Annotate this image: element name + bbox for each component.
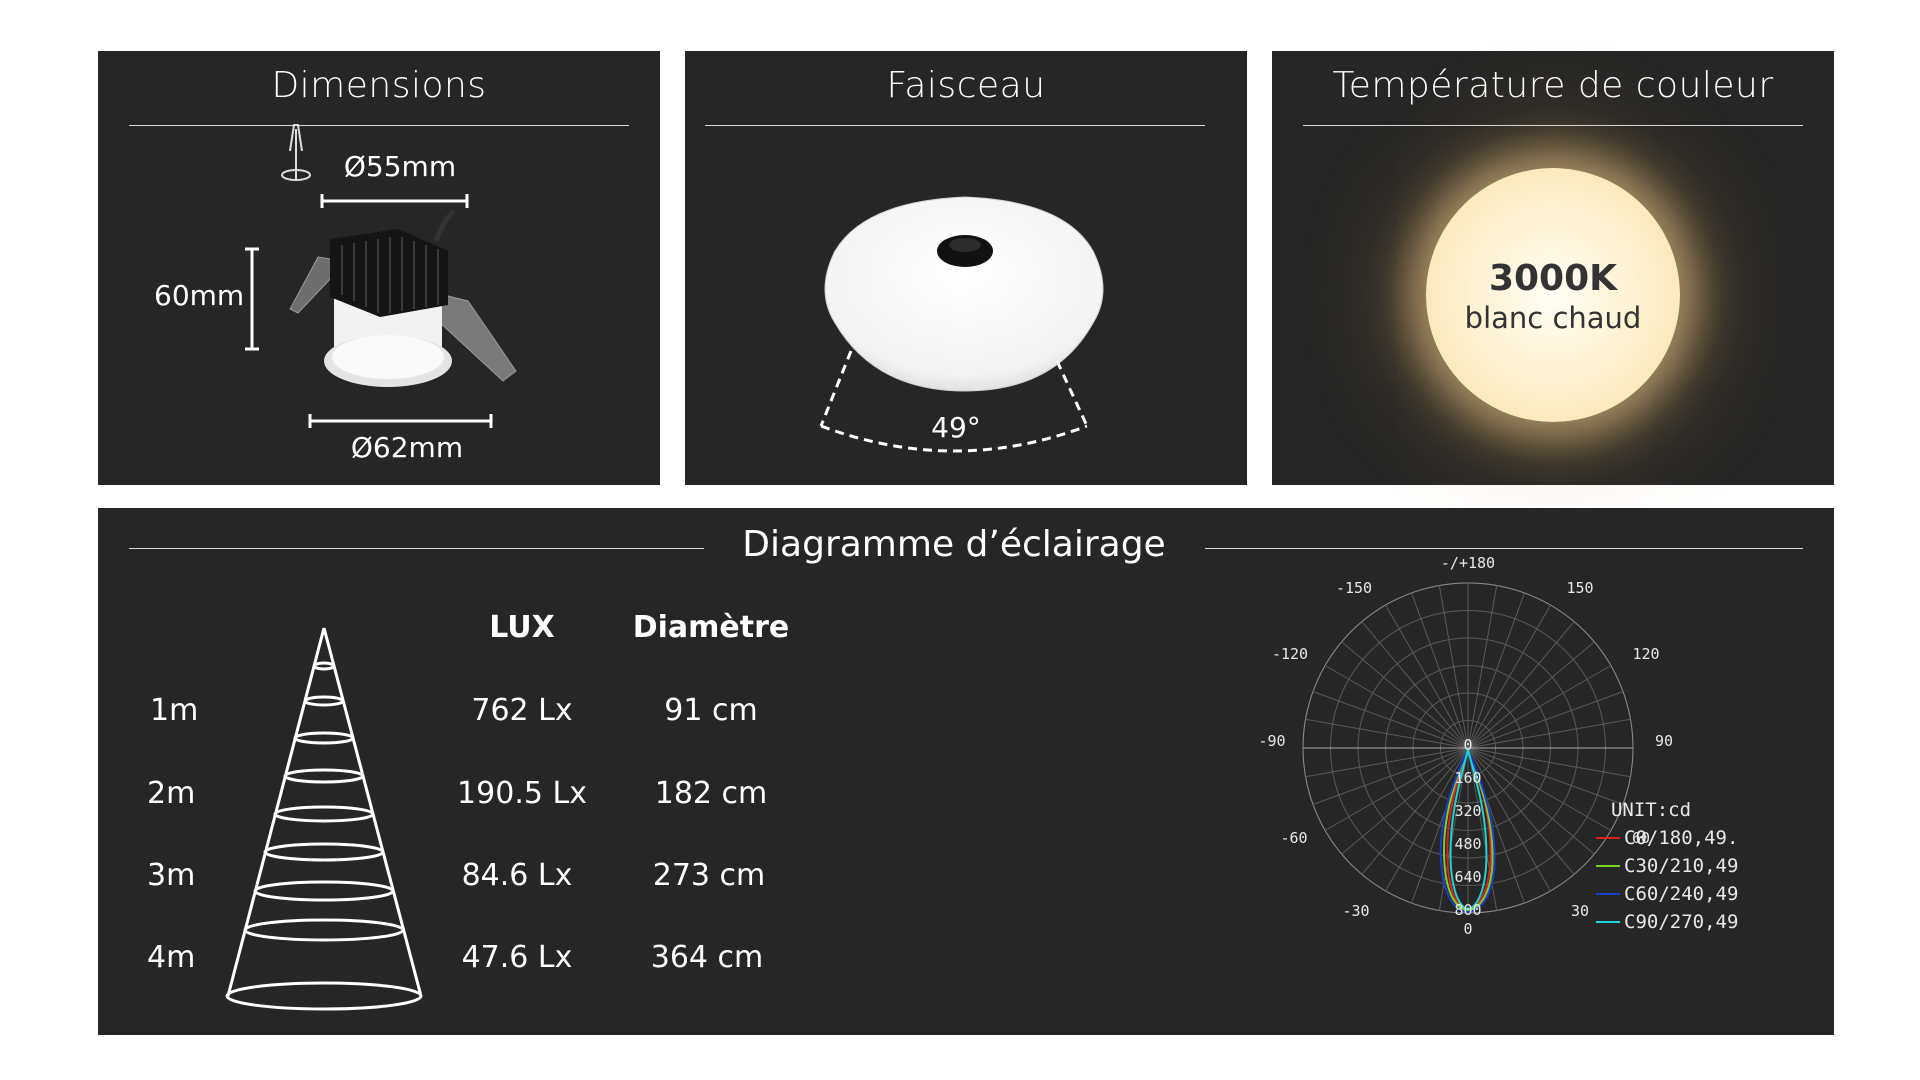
polar-spoke — [1361, 747, 1469, 875]
polar-spoke — [1312, 691, 1469, 749]
lighting-title-rule-left — [129, 548, 704, 549]
polar-curve — [1439, 747, 1496, 914]
distance-4: 4m — [147, 940, 196, 975]
polar-spoke — [1305, 747, 1469, 778]
distance-3: 3m — [147, 858, 196, 893]
beam-panel: Faisceau 49° — [685, 51, 1247, 485]
downlight-drawing — [245, 124, 517, 428]
cutout-label: Ø55mm — [343, 150, 457, 183]
diameter-header: Diamètre — [632, 610, 790, 645]
diameter-1: 91 cm — [664, 693, 758, 728]
polar-unit-label: UNIT:cd — [1611, 799, 1691, 821]
polar-radial-label: 160 — [1454, 769, 1481, 787]
polar-angle-label: -90 — [1258, 732, 1285, 750]
color-temperature-title-rule — [1303, 125, 1803, 126]
color-temperature-value: 3000K — [1488, 258, 1618, 299]
lighting-title-rule-right — [1205, 548, 1803, 549]
polar-spoke — [1467, 747, 1631, 778]
polar-spoke — [1467, 747, 1575, 875]
dimensions-title-rule — [129, 125, 629, 126]
polar-spoke — [1467, 585, 1498, 749]
diameter-4: 364 cm — [650, 940, 764, 975]
beam-angle-label: 49° — [931, 411, 981, 444]
polar-spoke — [1467, 747, 1551, 892]
lux-3: 84.6 Lx — [461, 858, 573, 893]
color-temperature-description: blanc chaud — [1464, 301, 1642, 335]
polar-spoke — [1467, 747, 1612, 831]
polar-spoke — [1467, 604, 1551, 749]
polar-spoke — [1312, 747, 1469, 805]
distance-2: 2m — [147, 776, 196, 811]
diameter-2: 182 cm — [654, 776, 768, 811]
polar-angle-label: 90 — [1655, 732, 1673, 750]
polar-angle-label: -30 — [1342, 902, 1369, 920]
polar-radial-label: 640 — [1454, 868, 1481, 886]
height-label: 60mm — [154, 279, 245, 312]
legend-entry: C60/240,49.9 — [1624, 883, 1738, 905]
lux-2: 190.5 Lx — [457, 776, 587, 811]
polar-radial-label: 320 — [1454, 802, 1481, 820]
polar-spoke — [1324, 747, 1469, 831]
polar-spoke — [1467, 691, 1624, 749]
legend-entry: C90/270,49.0 — [1624, 911, 1738, 933]
polar-radial-label: 480 — [1454, 835, 1481, 853]
polar-spoke — [1324, 665, 1469, 749]
color-temperature-panel: Température de couleur 3000K blanc chaud — [1272, 51, 1834, 485]
polar-angle-label: 120 — [1632, 645, 1659, 663]
polar-curve — [1449, 746, 1488, 911]
polar-angle-label: 0 — [1463, 920, 1472, 938]
lux-header: LUX — [489, 610, 555, 645]
polar-spoke — [1467, 718, 1631, 749]
lighting-diagram-panel: Diagramme d’éclairage LUX Diamètre 1m 76… — [98, 508, 1834, 1035]
polar-spoke — [1411, 592, 1469, 749]
diameter-label: Ø62mm — [350, 431, 464, 464]
polar-spoke — [1385, 747, 1469, 892]
polar-spoke — [1305, 718, 1469, 749]
polar-angle-label: -/+180 — [1441, 554, 1495, 572]
polar-light-distribution: -/+180 -150 150 -120 120 -90 90 -60 60 -30 30 0 0 160… — [1258, 554, 1738, 938]
dimensions-panel: Dimensions — [98, 51, 660, 485]
cutout-dimension-line — [320, 194, 469, 208]
polar-spoke — [1467, 747, 1624, 805]
polar-angle-label: -120 — [1272, 645, 1308, 663]
beam-angle-lines — [819, 350, 1089, 453]
beam-title: Faisceau — [886, 65, 1046, 106]
dimensions-title: Dimensions — [271, 65, 487, 106]
polar-spoke — [1467, 747, 1595, 855]
polar-angle-label: 30 — [1571, 902, 1589, 920]
polar-spoke — [1361, 621, 1469, 749]
legend-entry: C0/180,49.0 — [1624, 827, 1738, 849]
polar-angle-label: 150 — [1566, 579, 1593, 597]
polar-spoke — [1467, 621, 1575, 749]
height-dimension-line — [245, 247, 259, 351]
legend-entry: C30/210,49.0 — [1624, 855, 1738, 877]
light-cone-drawing — [225, 627, 423, 1011]
polar-radial-label: 0 — [1463, 736, 1472, 754]
lighting-title: Diagramme d’éclairage — [742, 524, 1166, 565]
polar-spoke — [1467, 665, 1612, 749]
cutout-icon — [281, 124, 311, 181]
color-temperature-title: Température de couleur — [1332, 65, 1774, 106]
polar-spoke — [1438, 585, 1469, 749]
diameter-3: 273 cm — [652, 858, 766, 893]
polar-spoke — [1341, 641, 1469, 749]
lux-4: 47.6 Lx — [461, 940, 573, 975]
distance-1: 1m — [150, 693, 199, 728]
polar-angle-label: -60 — [1280, 829, 1307, 847]
polar-spoke — [1385, 604, 1469, 749]
polar-spoke — [1467, 592, 1525, 749]
beam-drawing — [819, 196, 1104, 453]
polar-spoke — [1341, 747, 1469, 855]
warm-light-glow — [1426, 168, 1680, 422]
polar-angle-label: 60 — [1632, 829, 1650, 847]
polar-spoke — [1467, 641, 1595, 749]
beam-title-rule — [705, 125, 1205, 126]
diameter-dimension-line — [308, 414, 493, 428]
polar-angle-label: -150 — [1336, 579, 1372, 597]
polar-radial-label: 800 — [1454, 901, 1481, 919]
lux-1: 762 Lx — [471, 693, 573, 728]
